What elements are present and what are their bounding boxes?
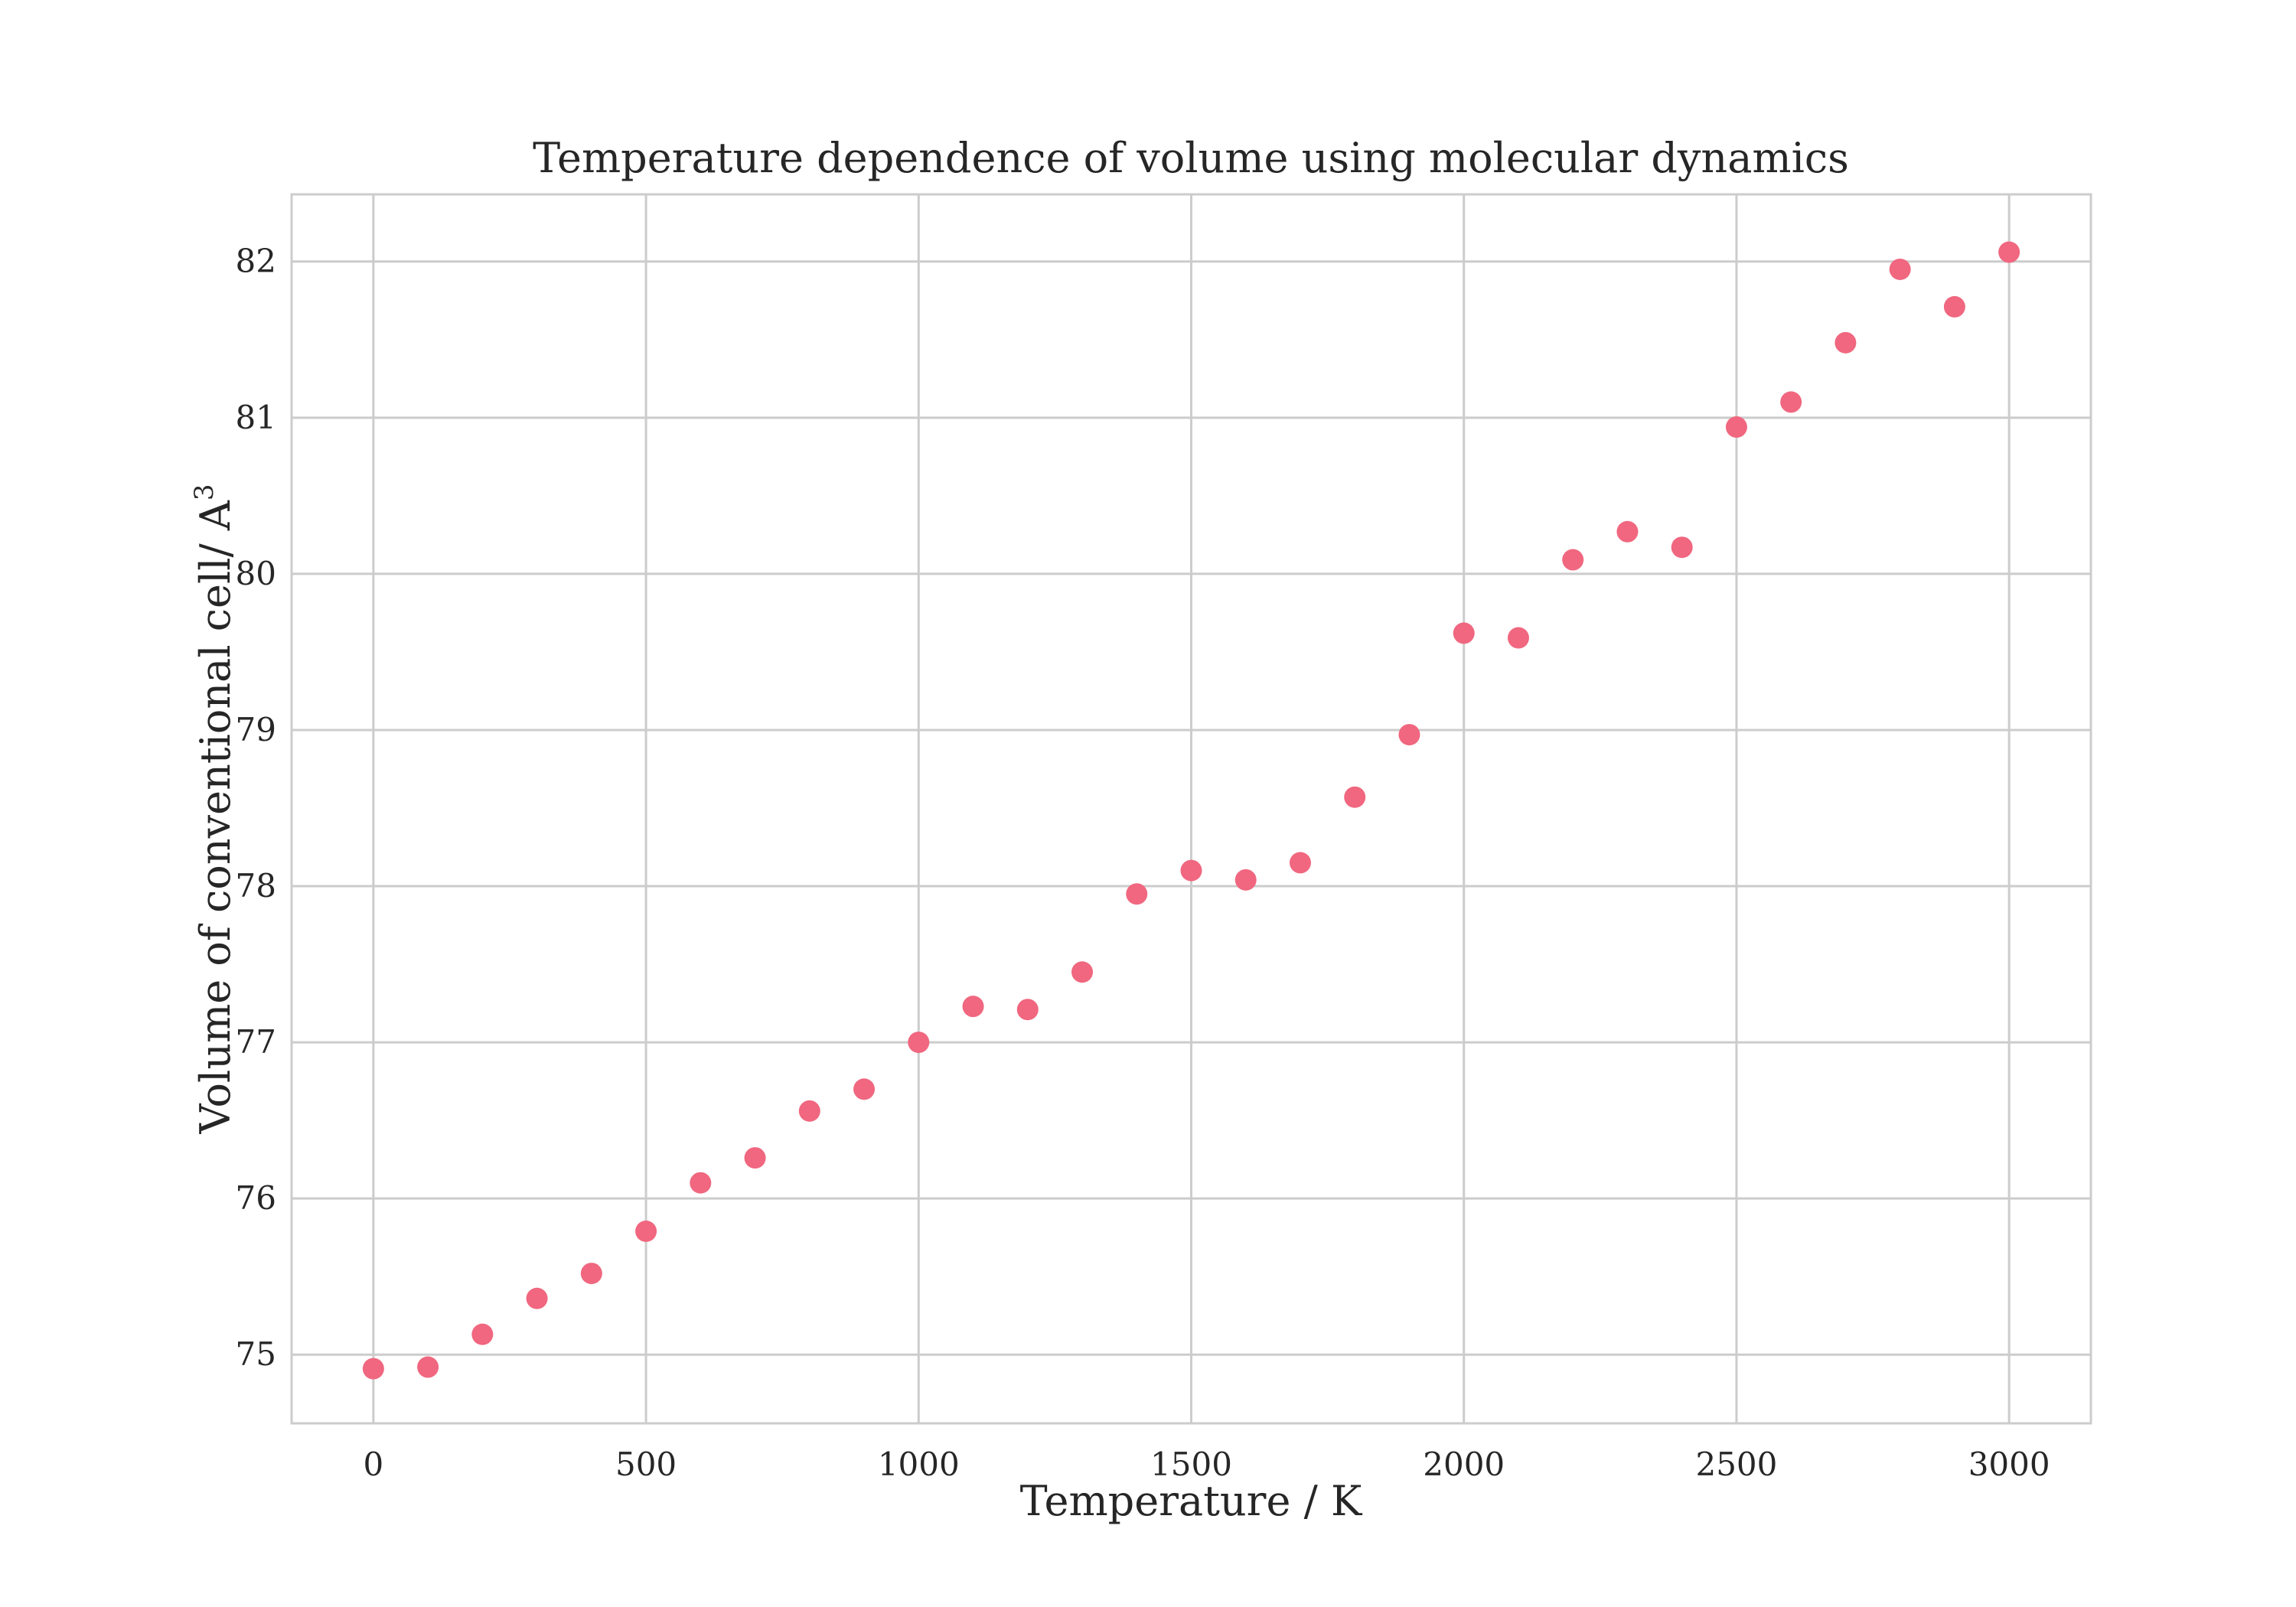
data-point (962, 996, 984, 1018)
data-point (1234, 869, 1257, 891)
data-point (1453, 622, 1475, 644)
x-tick-label: 1500 (1150, 1446, 1232, 1483)
data-point (798, 1100, 820, 1122)
x-axis-ticks: 0 500 1000 1500 2000 2500 3000 (363, 1446, 2050, 1483)
plot-frame (290, 193, 2092, 1425)
data-point (471, 1323, 494, 1345)
data-point (1998, 241, 2020, 263)
data-point (362, 1358, 384, 1380)
x-tick-label: 0 (363, 1446, 383, 1483)
data-point (1889, 258, 1911, 280)
data-point (1835, 331, 1857, 354)
x-tick-label: 2000 (1423, 1446, 1505, 1483)
y-axis-label: Volume of conventional cell/ A3 (189, 484, 240, 1135)
data-point (635, 1220, 657, 1242)
data-point (1562, 549, 1584, 571)
x-tick-label: 3000 (1968, 1446, 2050, 1483)
data-point (1289, 852, 1311, 874)
data-point (1016, 999, 1039, 1021)
y-tick-label: 77 (236, 1023, 276, 1061)
data-point (908, 1032, 930, 1054)
data-point (417, 1356, 439, 1378)
data-point (1071, 961, 1094, 983)
data-point (1180, 859, 1202, 882)
data-point (690, 1172, 712, 1194)
y-tick-label: 75 (236, 1335, 276, 1373)
y-tick-label: 78 (236, 867, 276, 905)
data-points (362, 241, 2020, 1380)
data-point (1671, 536, 1693, 559)
x-axis-label: Temperature / K (1020, 1477, 1363, 1525)
y-tick-label: 80 (236, 555, 276, 592)
x-tick-label: 1000 (878, 1446, 960, 1483)
y-tick-label: 76 (236, 1179, 276, 1217)
y-axis-label-superscript: 3 (189, 484, 220, 501)
data-point (1398, 724, 1420, 746)
data-point (1126, 883, 1148, 905)
chart-title: Temperature dependence of volume using m… (533, 134, 1849, 182)
data-point (1943, 295, 1965, 318)
x-tick-label: 500 (615, 1446, 677, 1483)
data-point (744, 1147, 766, 1169)
data-point (526, 1287, 548, 1309)
data-point (1725, 416, 1747, 438)
y-axis-label-text: Volume of conventional cell/ A (191, 500, 240, 1134)
data-point (1507, 627, 1529, 649)
y-tick-label: 82 (236, 243, 276, 280)
y-tick-label: 81 (236, 399, 276, 436)
data-point (1344, 786, 1366, 808)
x-tick-label: 2500 (1695, 1446, 1777, 1483)
y-axis-ticks: 75 76 77 78 79 80 81 82 (236, 243, 276, 1373)
grid (292, 194, 2091, 1423)
y-tick-label: 79 (236, 711, 276, 748)
data-point (1780, 391, 1802, 413)
data-point (853, 1078, 876, 1100)
data-point (1616, 520, 1639, 543)
data-point (580, 1263, 602, 1285)
